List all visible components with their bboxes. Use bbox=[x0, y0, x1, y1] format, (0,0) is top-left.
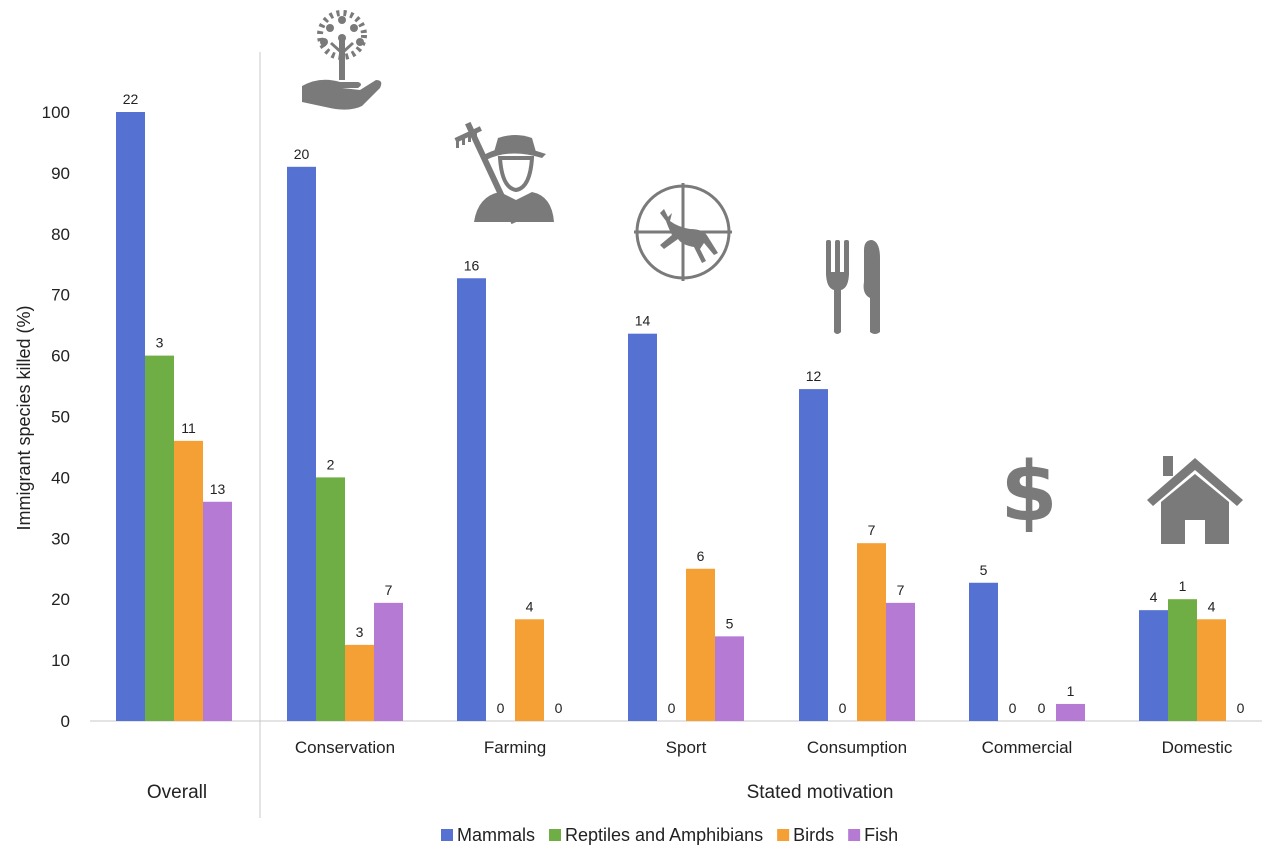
data-label: 0 bbox=[668, 700, 676, 716]
legend: Mammals Reptiles and Amphibians Birds Fish bbox=[441, 825, 898, 845]
data-label: 4 bbox=[1208, 598, 1216, 614]
data-label: 4 bbox=[526, 598, 534, 614]
data-label: 0 bbox=[839, 700, 847, 716]
data-label: 7 bbox=[385, 582, 393, 598]
data-label: 6 bbox=[697, 548, 705, 564]
bar bbox=[799, 389, 828, 721]
category-label: Consumption bbox=[807, 738, 907, 757]
data-label: 7 bbox=[868, 522, 876, 538]
fork-knife-icon bbox=[826, 240, 880, 334]
data-label: 3 bbox=[356, 624, 364, 640]
data-label: 22 bbox=[123, 91, 139, 107]
y-tick-label: 80 bbox=[51, 225, 70, 244]
dollar-icon: $ bbox=[1000, 445, 1057, 540]
bar bbox=[316, 477, 345, 721]
bar bbox=[145, 355, 174, 721]
legend-label: Fish bbox=[864, 825, 898, 845]
data-label: 1 bbox=[1067, 683, 1075, 699]
bar bbox=[886, 602, 915, 721]
data-label: 0 bbox=[1237, 700, 1245, 716]
bar bbox=[1197, 619, 1226, 721]
legend-swatch bbox=[441, 829, 453, 841]
legend-label: Birds bbox=[793, 825, 834, 845]
data-label: 2 bbox=[327, 456, 335, 472]
legend-swatch bbox=[848, 829, 861, 841]
bar bbox=[174, 440, 203, 721]
data-label: 3 bbox=[156, 335, 164, 351]
category-label: Sport bbox=[666, 738, 707, 757]
group-label-motivation: Stated motivation bbox=[747, 782, 894, 803]
y-tick-label: 90 bbox=[51, 164, 70, 183]
y-axis-title: Immigrant species killed (%) bbox=[14, 305, 34, 530]
data-label: 0 bbox=[1009, 700, 1017, 716]
y-tick-label: 40 bbox=[51, 468, 70, 487]
data-label: 1 bbox=[1179, 578, 1187, 594]
category-label: Domestic bbox=[1162, 738, 1233, 757]
data-label: 0 bbox=[555, 700, 563, 716]
legend-label: Reptiles and Amphibians bbox=[565, 825, 763, 845]
svg-text:$: $ bbox=[1000, 445, 1057, 540]
deer-crosshair-icon bbox=[634, 183, 732, 281]
bar bbox=[1168, 599, 1197, 721]
data-label: 14 bbox=[635, 313, 651, 329]
legend-swatch bbox=[549, 829, 562, 841]
bar bbox=[374, 602, 403, 721]
data-label: 0 bbox=[1038, 700, 1046, 716]
y-tick-label: 60 bbox=[51, 347, 70, 366]
farmer-with-rake-icon bbox=[454, 121, 554, 225]
bar bbox=[287, 166, 316, 721]
legend-label: Mammals bbox=[457, 825, 535, 845]
bar bbox=[203, 501, 232, 721]
y-tick-label: 50 bbox=[51, 408, 70, 427]
bars bbox=[116, 112, 1226, 721]
y-tick-label: 30 bbox=[51, 529, 70, 548]
tree-in-hand-icon bbox=[302, 10, 382, 110]
category-labels: Conservation Farming Sport Consumption Comme… bbox=[295, 738, 1233, 757]
legend-swatch bbox=[777, 829, 790, 841]
bar bbox=[515, 619, 544, 721]
data-label: 5 bbox=[726, 615, 734, 631]
data-label: 16 bbox=[464, 257, 480, 273]
category-label: Commercial bbox=[982, 738, 1073, 757]
y-tick-label: 20 bbox=[51, 590, 70, 609]
y-tick-label: 70 bbox=[51, 286, 70, 305]
data-label: 12 bbox=[806, 368, 822, 384]
y-tick-label: 100 bbox=[42, 103, 70, 122]
bar bbox=[715, 636, 744, 721]
bar bbox=[457, 278, 486, 721]
data-label: 13 bbox=[210, 481, 226, 497]
bar bbox=[116, 112, 145, 721]
house-icon bbox=[1147, 456, 1243, 544]
category-label: Farming bbox=[484, 738, 546, 757]
y-tick-label: 0 bbox=[61, 712, 70, 731]
bar bbox=[857, 543, 886, 721]
group-label-overall: Overall bbox=[147, 782, 207, 803]
y-tick-label: 10 bbox=[51, 651, 70, 670]
data-label: 7 bbox=[897, 582, 905, 598]
bar bbox=[1139, 610, 1168, 721]
bar bbox=[345, 644, 374, 721]
bar bbox=[969, 582, 998, 721]
bar bbox=[686, 568, 715, 721]
bar bbox=[1056, 703, 1085, 721]
data-label: 11 bbox=[181, 420, 196, 436]
category-label: Conservation bbox=[295, 738, 395, 757]
data-label: 20 bbox=[294, 146, 310, 162]
data-label: 4 bbox=[1150, 589, 1158, 605]
y-axis: 0 10 20 30 40 50 60 70 80 90 100 bbox=[42, 103, 70, 731]
data-label: 5 bbox=[980, 562, 988, 578]
data-label: 0 bbox=[497, 700, 505, 716]
bar bbox=[628, 333, 657, 721]
